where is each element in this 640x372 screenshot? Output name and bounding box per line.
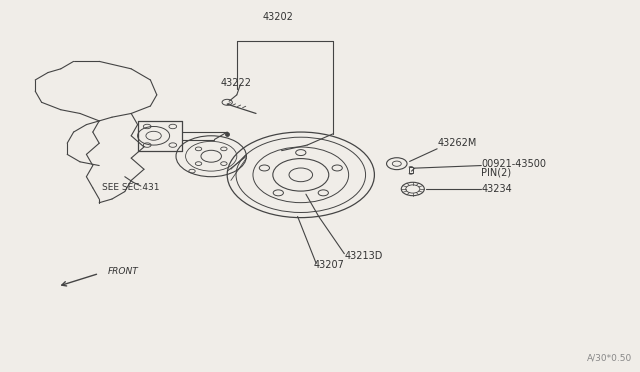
Text: 43234: 43234 — [481, 184, 512, 193]
Text: 43207: 43207 — [314, 260, 344, 270]
Text: 43213D: 43213D — [344, 251, 383, 261]
Text: FRONT: FRONT — [108, 267, 138, 276]
Text: 00921-43500: 00921-43500 — [481, 160, 547, 169]
Text: A/30*0.50: A/30*0.50 — [587, 354, 632, 363]
Text: 43202: 43202 — [263, 12, 294, 22]
Text: PIN(2): PIN(2) — [481, 167, 511, 177]
Bar — [409, 167, 413, 173]
Text: SEE SEC.431: SEE SEC.431 — [102, 183, 160, 192]
Text: 43262M: 43262M — [437, 138, 477, 148]
Text: 43222: 43222 — [221, 78, 252, 87]
